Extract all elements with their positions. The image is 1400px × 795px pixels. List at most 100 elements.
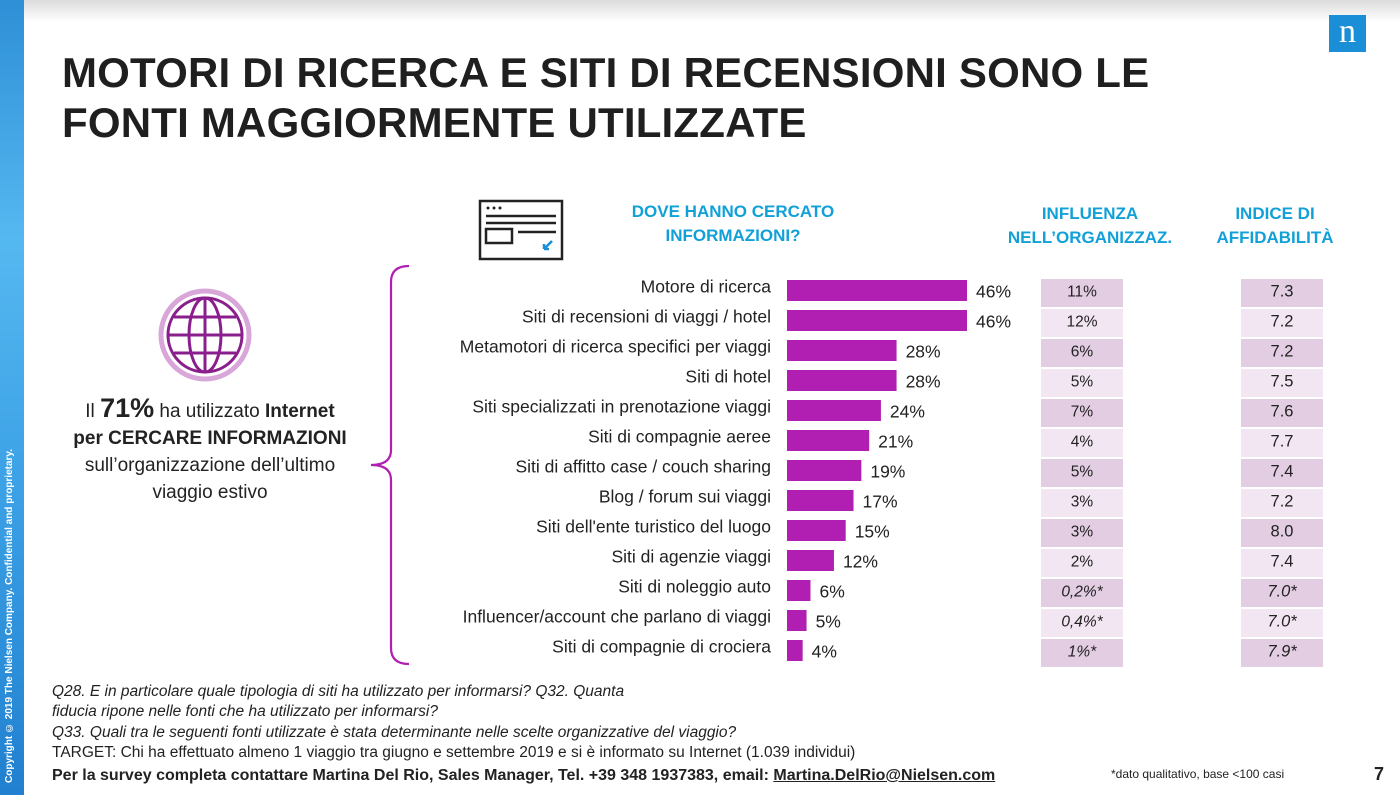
reliability-value: 7.2 [1271,343,1294,361]
reliability-cell [1241,309,1323,337]
left-brand-strip: Copyright © 2019 The Nielsen Company. Co… [0,0,24,795]
bar [787,610,807,631]
influence-cell [1041,639,1123,667]
reliability-cell [1241,519,1323,547]
bar [787,280,967,301]
influence-cell [1041,489,1123,517]
reliability-cell [1241,579,1323,607]
reliability-cell [1241,459,1323,487]
influence-cell [1041,579,1123,607]
category-label: Siti di affitto case / couch sharing [515,457,771,477]
reliability-value: 7.0* [1267,613,1297,631]
influence-value: 0,2%* [1061,584,1103,601]
bar-value-label: 21% [878,432,913,452]
browser-window-icon [478,199,564,261]
influence-value: 7% [1071,404,1094,421]
reliability-cell [1241,489,1323,517]
influence-cell [1041,549,1123,577]
reliability-cell [1241,399,1323,427]
nielsen-logo: n [1329,15,1366,52]
bar-value-label: 5% [816,612,841,632]
influence-value: 2% [1071,554,1094,571]
header-reliability-index: INDICE DI AFFIDABILITÀ [1216,204,1334,247]
contact-email-link[interactable]: Martina.DelRio@Nielsen.com [773,767,996,784]
bar-value-label: 28% [906,372,941,392]
header-where-searched: DOVE HANNO CERCATO INFORMAZIONI? [631,202,835,245]
bar [787,490,854,511]
title-line-1: MOTORI DI RICERCA E SITI DI RECENSIONI S… [62,49,1150,96]
reliability-value: 8.0 [1271,523,1294,541]
influence-cell [1041,399,1123,427]
category-label: Siti di noleggio auto [618,577,771,597]
bar-value-label: 4% [812,642,837,662]
reliability-value: 7.7 [1271,433,1294,451]
target-description: TARGET: Chi ha effettuato almeno 1 viagg… [52,744,856,761]
influence-cell [1041,339,1123,367]
reliability-value: 7.9* [1267,643,1297,661]
question-q33: Q33. Quali tra le seguenti fonti utilizz… [52,724,737,741]
influence-value: 0,4%* [1061,614,1103,631]
category-label: Siti di agenzie viaggi [611,547,771,567]
page-number: 7 [1374,764,1385,784]
category-label: Blog / forum sui viaggi [599,487,771,507]
influence-value: 1%* [1068,644,1097,661]
title-line-2: FONTI MAGGIORMENTE UTILIZZATE [62,99,807,146]
category-label: Siti dell'ente turistico del luogo [536,517,771,537]
bar [787,340,897,361]
bar-value-label: 46% [976,282,1011,302]
bar [787,550,834,571]
bar [787,310,967,331]
reliability-value: 7.2 [1271,493,1294,511]
reliability-cell [1241,339,1323,367]
internet-usage-summary: Il 71% ha utilizzato Internet per CERCAR… [73,393,347,504]
globe-icon [158,288,252,382]
category-label: Influencer/account che parlano di viaggi [463,607,771,627]
reliability-value: 7.3 [1271,283,1294,301]
bar [787,640,803,661]
top-shadow [0,0,1400,22]
category-label: Siti di hotel [685,367,771,387]
bar-value-label: 6% [819,582,844,602]
reliability-value: 7.5 [1271,373,1294,391]
bar [787,430,870,451]
influence-cell [1041,609,1123,637]
header-influence: INFLUENZA NELL’ORGANIZZAZ. [1007,204,1173,247]
influence-value: 12% [1066,314,1097,331]
category-label: Metamotori di ricerca specifici per viag… [460,337,771,357]
influence-value: 5% [1071,374,1094,391]
influence-value: 3% [1071,524,1094,541]
reliability-value: 7.2 [1271,313,1294,331]
usage-percentage: 71% [100,393,155,423]
influence-cell [1041,459,1123,487]
influence-value: 4% [1071,434,1094,451]
curly-brace [370,264,410,666]
bar [787,520,846,541]
reliability-cell [1241,639,1323,667]
reliability-value: 7.4 [1271,463,1294,481]
influence-value: 6% [1071,344,1094,361]
bar-value-label: 19% [870,462,905,482]
reliability-cell [1241,429,1323,457]
page-title: MOTORI DI RICERCA E SITI DI RECENSIONI S… [62,48,1302,148]
reliability-cell [1241,369,1323,397]
reliability-cell [1241,279,1323,307]
bar-value-label: 12% [843,552,878,572]
bar [787,370,897,391]
category-label: Siti di recensioni di viaggi / hotel [522,307,771,327]
influence-value: 5% [1071,464,1094,481]
bar-value-label: 17% [863,492,898,512]
bar-value-label: 24% [890,402,925,422]
category-label: Siti specializzati in prenotazione viagg… [472,397,771,417]
qualitative-footnote: *dato qualitativo, base <100 casi [1111,767,1285,781]
bar [787,580,811,601]
influence-cell [1041,309,1123,337]
contact-line: Per la survey completa contattare Martin… [52,767,996,784]
bar-value-label: 28% [906,342,941,362]
reliability-cell [1241,549,1323,577]
category-label: Motore di ricerca [641,277,772,297]
reliability-cell [1241,609,1323,637]
reliability-value: 7.0* [1267,583,1297,601]
influence-cell [1041,279,1123,307]
influence-value: 11% [1067,284,1097,301]
